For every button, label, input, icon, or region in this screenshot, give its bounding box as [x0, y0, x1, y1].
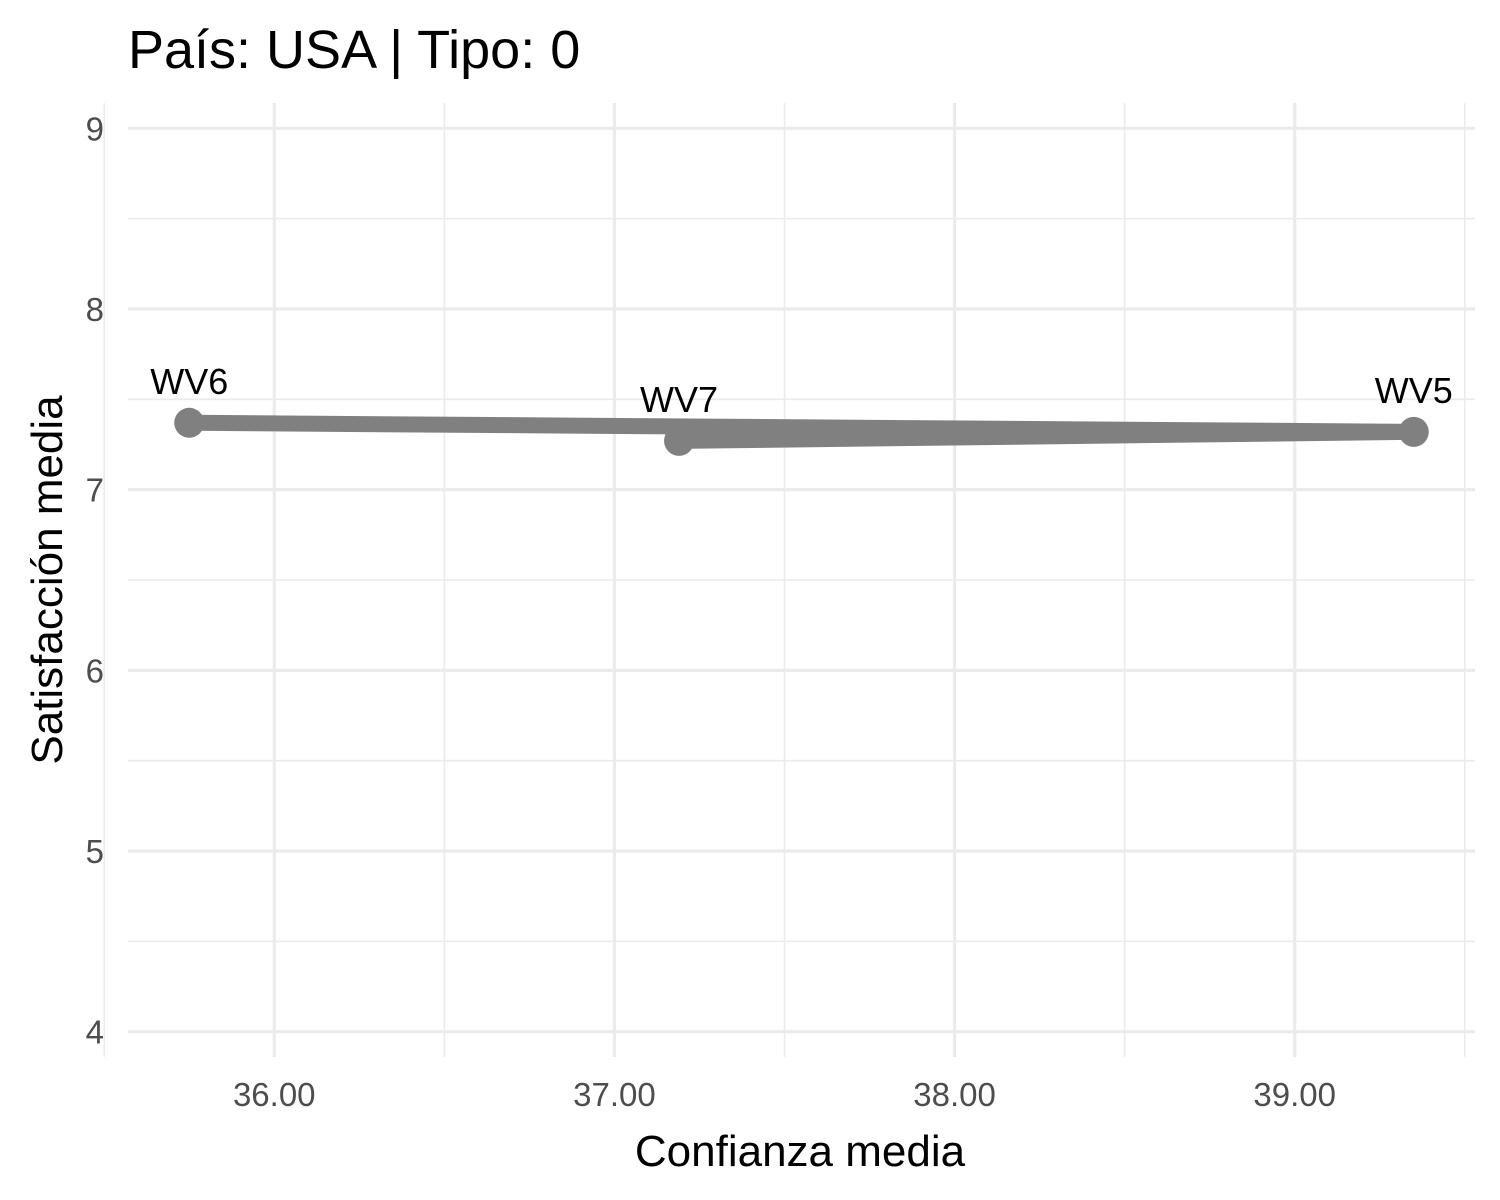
y-tick-label: 7 — [86, 472, 104, 509]
y-axis-title: Satisfacción media — [23, 395, 72, 765]
chart-title: País: USA | Tipo: 0 — [128, 20, 580, 80]
y-axis-tick-labels: 4 5 6 7 8 9 — [86, 110, 104, 1050]
y-tick-label: 5 — [86, 833, 104, 870]
x-axis-tick-labels: 36.00 37.00 38.00 39.00 — [233, 1076, 1336, 1113]
y-tick-label: 8 — [86, 291, 104, 328]
data-point — [664, 425, 695, 456]
y-tick-label: 4 — [86, 1014, 104, 1051]
x-tick-label: 36.00 — [233, 1076, 316, 1113]
series-line-group — [181, 414, 1422, 449]
data-label: WV5 — [1375, 370, 1453, 411]
series-line — [181, 414, 1422, 449]
y-tick-label: 9 — [86, 110, 104, 147]
point-labels-group: WV5 WV6 WV7 — [150, 361, 1453, 420]
major-gridlines — [128, 103, 1475, 1057]
data-label: WV6 — [150, 361, 228, 402]
data-point — [1398, 416, 1429, 447]
x-tick-label: 37.00 — [573, 1076, 656, 1113]
x-axis-title: Confianza media — [635, 1127, 966, 1176]
x-tick-label: 39.00 — [1253, 1076, 1336, 1113]
series-points-group — [174, 407, 1429, 456]
y-tick-label: 6 — [86, 652, 104, 689]
x-tick-label: 38.00 — [913, 1076, 996, 1113]
data-label: WV7 — [640, 379, 718, 420]
minor-gridlines — [103, 103, 1475, 1057]
data-point — [174, 407, 205, 438]
